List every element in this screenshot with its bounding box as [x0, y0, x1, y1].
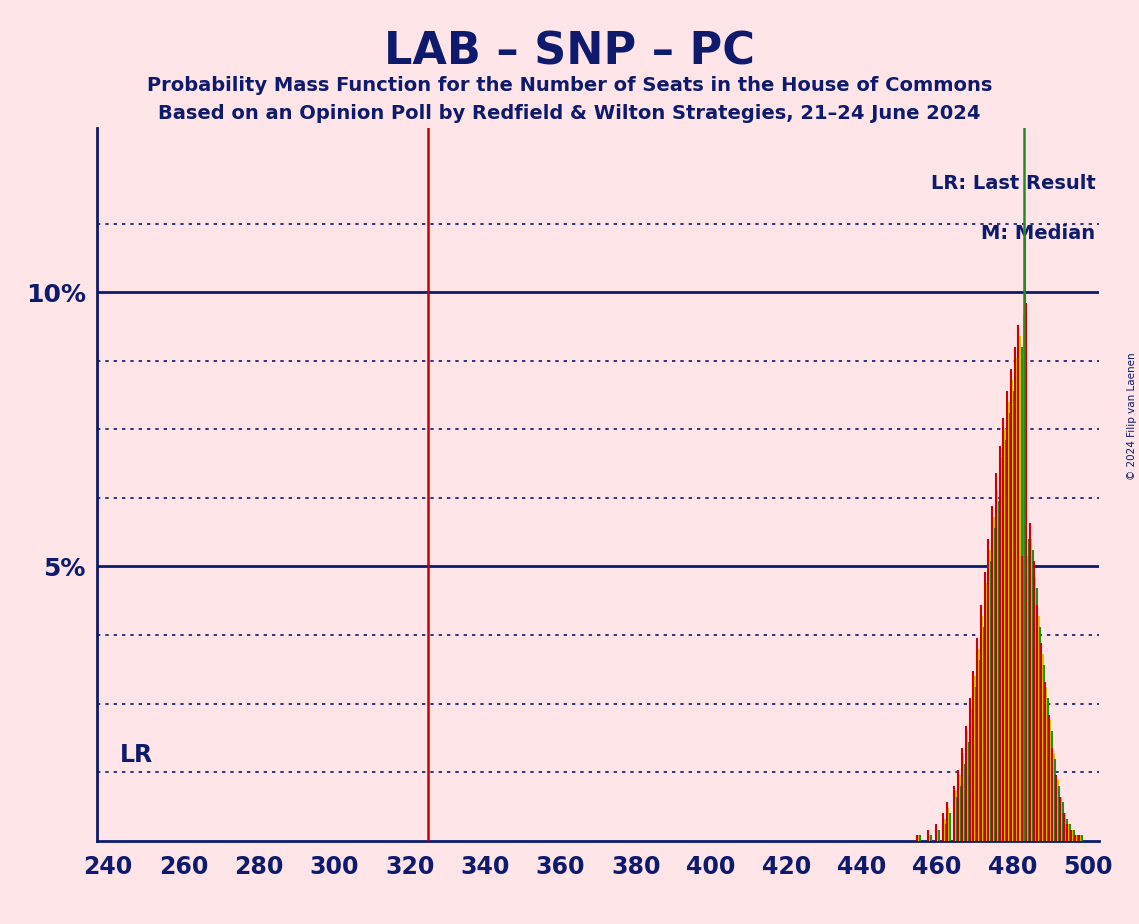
Text: © 2024 Filip van Laenen: © 2024 Filip van Laenen: [1126, 352, 1137, 480]
Text: M: Median: M: Median: [981, 224, 1096, 243]
Text: LAB – SNP – PC: LAB – SNP – PC: [384, 30, 755, 74]
Text: Based on an Opinion Poll by Redfield & Wilton Strategies, 21–24 June 2024: Based on an Opinion Poll by Redfield & W…: [158, 104, 981, 124]
Text: Probability Mass Function for the Number of Seats in the House of Commons: Probability Mass Function for the Number…: [147, 76, 992, 95]
Text: LR: Last Result: LR: Last Result: [931, 174, 1096, 193]
Text: LR: LR: [120, 743, 153, 767]
